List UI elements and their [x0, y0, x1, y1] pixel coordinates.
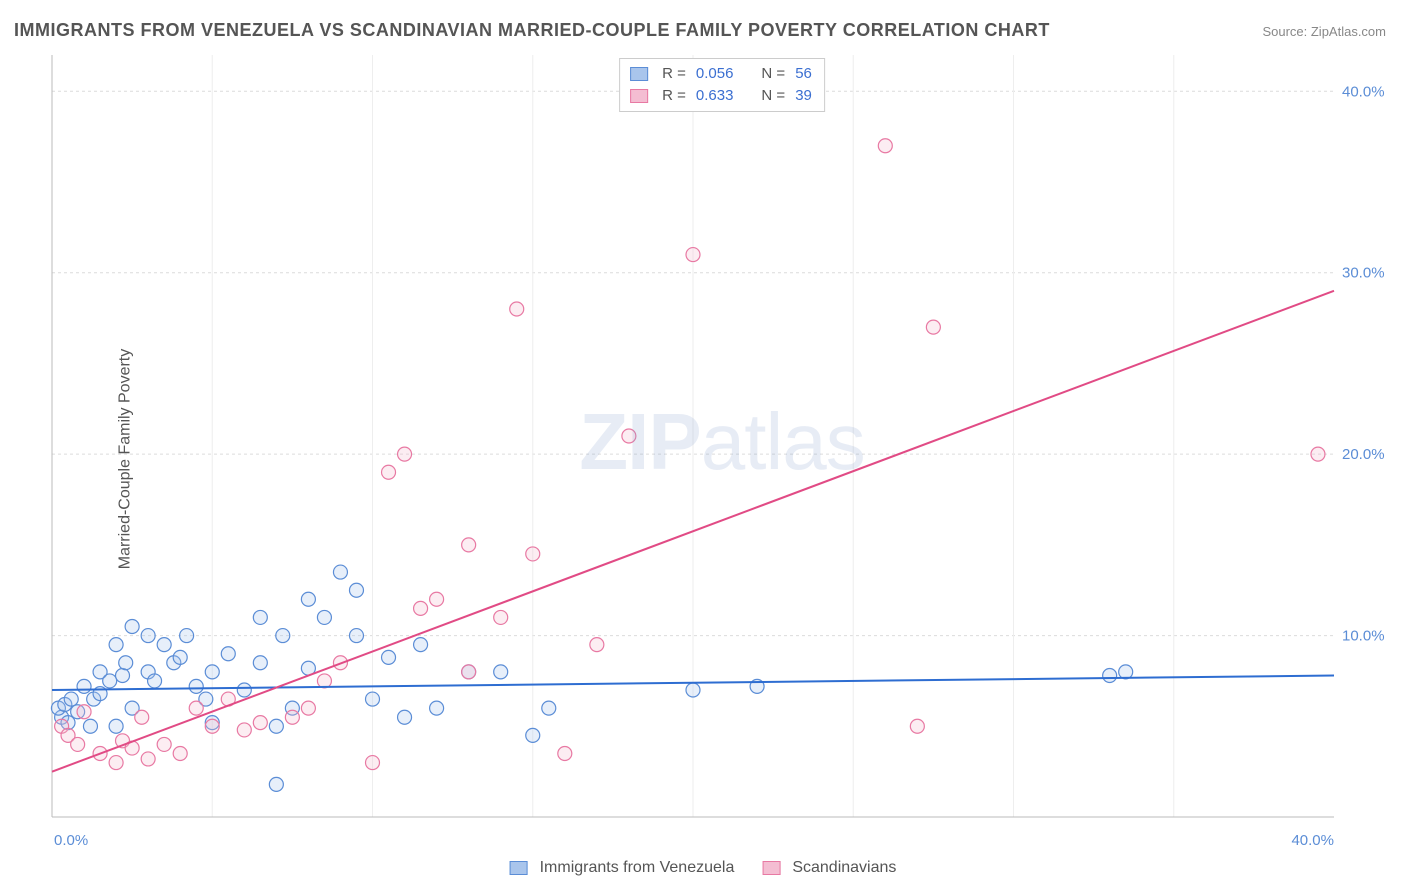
svg-text:30.0%: 30.0%	[1342, 265, 1385, 282]
r-value-venezuela: 0.056	[696, 63, 734, 85]
swatch-venezuela-bottom	[510, 861, 528, 875]
svg-text:20.0%: 20.0%	[1342, 446, 1385, 463]
n-value-venezuela: 56	[795, 63, 812, 85]
swatch-scandinavian	[630, 89, 648, 103]
legend-stats: R = 0.056 N = 56 R = 0.633 N = 39	[619, 58, 825, 112]
legend-item-scandinavian: Scandinavians	[762, 859, 896, 877]
svg-text:0.0%: 0.0%	[54, 832, 88, 849]
svg-text:40.0%: 40.0%	[1291, 832, 1334, 849]
swatch-venezuela	[630, 67, 648, 81]
svg-text:40.0%: 40.0%	[1342, 83, 1385, 100]
source-link[interactable]: ZipAtlas.com	[1311, 24, 1386, 39]
chart-title: IMMIGRANTS FROM VENEZUELA VS SCANDINAVIA…	[14, 20, 1050, 41]
r-value-scandinavian: 0.633	[696, 85, 734, 107]
swatch-scandinavian-bottom	[762, 861, 780, 875]
n-label: N =	[761, 85, 785, 107]
scatter-plot: 10.0% 20.0% 30.0% 40.0% 0.0% 40.0%	[50, 55, 1394, 862]
svg-text:10.0%: 10.0%	[1342, 628, 1385, 645]
n-label: N =	[761, 63, 785, 85]
source-prefix: Source:	[1262, 24, 1310, 39]
legend-label-scandinavian: Scandinavians	[792, 859, 896, 877]
r-label: R =	[662, 85, 686, 107]
legend-series: Immigrants from Venezuela Scandinavians	[510, 859, 897, 877]
r-label: R =	[662, 63, 686, 85]
source-credit: Source: ZipAtlas.com	[1262, 24, 1386, 39]
y-axis-label: Married-Couple Family Poverty	[116, 348, 134, 569]
n-value-scandinavian: 39	[795, 85, 812, 107]
chart-area: Married-Couple Family Poverty ZIPatlas 1…	[50, 55, 1394, 862]
legend-item-venezuela: Immigrants from Venezuela	[510, 859, 735, 877]
legend-stats-row-2: R = 0.633 N = 39	[630, 85, 812, 107]
legend-label-venezuela: Immigrants from Venezuela	[540, 859, 735, 877]
legend-stats-row-1: R = 0.056 N = 56	[630, 63, 812, 85]
